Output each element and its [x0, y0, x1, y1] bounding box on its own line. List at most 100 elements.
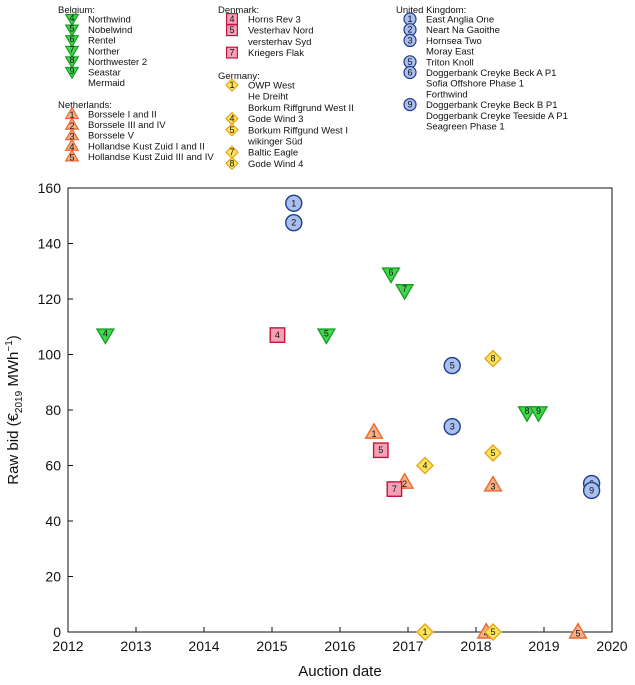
- legend-marker-label: 5: [407, 57, 412, 67]
- y-tick-label: 0: [53, 624, 61, 640]
- legend-entry: Gode Wind 4: [248, 159, 303, 170]
- data-point: 5: [484, 444, 502, 463]
- legend-marker-label: 1: [407, 14, 412, 24]
- data-point: 9: [528, 406, 549, 423]
- data-point: 4: [95, 328, 116, 345]
- legend-heading: Belgium:: [58, 5, 95, 16]
- data-point-label: 5: [490, 448, 495, 458]
- legend-marker: 7: [226, 46, 239, 59]
- data-point-label: 1: [371, 429, 376, 439]
- data-point: 4: [269, 327, 286, 343]
- legend-marker-label: 1: [229, 80, 234, 90]
- data-point: 5: [484, 623, 502, 641]
- legend-marker-label: 4: [69, 142, 74, 152]
- data-point-label: 7: [402, 284, 407, 294]
- legend-marker: 4: [64, 13, 80, 27]
- legend-entry: Kriegers Flak: [248, 48, 304, 59]
- x-axis-label: Auction date: [298, 663, 381, 680]
- y-tick-label: 140: [38, 236, 62, 252]
- legend-marker: 9: [403, 97, 417, 112]
- y-tick-label: 40: [45, 513, 61, 529]
- data-point-label: 9: [536, 406, 541, 416]
- data-point-label: 5: [575, 629, 580, 639]
- y-tick-label: 100: [38, 347, 62, 363]
- data-point-label: 2: [402, 479, 407, 489]
- data-point: 7: [386, 481, 403, 497]
- legend-entry: Northwester 2: [88, 57, 147, 68]
- x-ticks: 2012 2013 2014 2015 2016 2017 2018 2019 2020: [52, 627, 628, 654]
- legend-marker: 1: [225, 78, 239, 92]
- legend-entry: Hornsea Two: [426, 36, 482, 47]
- y-axis-label: Raw bid (€2019 MWh−1): [4, 335, 25, 485]
- legend-entry: Baltic Eagle: [248, 148, 298, 159]
- data-point-label: 4: [275, 330, 280, 340]
- legend-marker-label: 4: [229, 14, 234, 24]
- legend-entry: Doggerbank Creyke Beck B P1: [426, 100, 557, 111]
- axes: 2012 2013 2014 2015 2016 2017 2018 2019 2020 020…: [4, 180, 628, 680]
- legend-entry: Borkum Riffgund West I: [248, 125, 348, 136]
- legend-entry: He Dreiht: [248, 92, 288, 103]
- legend-entry: Forthwind: [426, 89, 468, 100]
- legend-marker-label: 9: [407, 100, 412, 110]
- legend-group: Netherlands:1 Borssele I and II 2 Borssele …: [58, 100, 214, 163]
- legend-entry: Northwind: [88, 15, 131, 26]
- data-point-label: 6: [388, 267, 393, 277]
- data-point-label: 4: [422, 461, 427, 471]
- legend-entry: Horns Rev 3: [248, 15, 301, 26]
- legend-entry: Doggerbank Creyke Beck A P1: [426, 68, 556, 79]
- x-tick-label: 2015: [256, 638, 287, 654]
- legend-marker-label: 4: [69, 13, 74, 23]
- y-tick-label: 160: [38, 180, 62, 196]
- x-tick-label: 2014: [188, 638, 219, 654]
- legend-entry: versterhav Syd: [248, 37, 311, 48]
- y-tick-label: 120: [38, 291, 62, 307]
- data-point: 6: [381, 267, 401, 284]
- legend-entry: Rentel: [88, 36, 115, 47]
- data-point: 5: [443, 356, 461, 375]
- legend-entry: Borssele I and II: [88, 110, 157, 121]
- legend-entry: Hollandse Kust Zuid I and II: [88, 141, 205, 152]
- legend-entry: OWP West: [248, 81, 295, 92]
- legend-marker: 8: [64, 55, 80, 69]
- legend-marker-label: 3: [407, 35, 412, 45]
- data-point-label: 1: [291, 198, 296, 208]
- legend-entry: Vesterhav Nord: [248, 26, 313, 37]
- legend-heading: Netherlands:: [58, 100, 112, 111]
- data-point-label: 8: [490, 354, 495, 364]
- legend-entry: Norther: [88, 46, 120, 57]
- legend-marker-label: 4: [229, 114, 234, 124]
- legend-marker-label: 2: [407, 25, 412, 35]
- legend-marker-label: 6: [407, 68, 412, 78]
- legend-entry: Hollandse Kust Zuid III and IV: [88, 152, 214, 163]
- data-point: 7: [394, 283, 415, 301]
- y-tick-label: 20: [45, 569, 61, 585]
- data-point-label: 3: [450, 422, 455, 432]
- legend-marker-label: 5: [229, 25, 234, 35]
- data-point: 1: [285, 194, 303, 212]
- y-tick-label: 80: [45, 402, 61, 418]
- legend-marker: 5: [225, 122, 239, 137]
- legend-marker-label: 7: [69, 45, 74, 55]
- legend-entry: Doggerbank Creyke Teeside A P1: [426, 111, 568, 122]
- legend-marker: 8: [225, 156, 239, 171]
- legend-entry: Triton Knoll: [426, 57, 474, 68]
- x-tick-label: 2016: [324, 638, 355, 654]
- data-point: 8: [517, 406, 537, 423]
- data-point: 4: [416, 456, 434, 475]
- data-point-label: 4: [103, 328, 108, 338]
- y-tick-label: 60: [45, 458, 61, 474]
- data-point-label: 2: [291, 218, 296, 228]
- legend-marker-label: 7: [229, 48, 234, 58]
- legend-heading: Germany:: [218, 71, 260, 82]
- legend-entry: Gode Wind 3: [248, 114, 303, 125]
- data-point: 5: [372, 442, 389, 459]
- x-tick-label: 2018: [460, 638, 491, 654]
- x-tick-label: 2017: [392, 638, 423, 654]
- legend-marker: 9: [64, 66, 80, 80]
- legend-entry: Sofia Offshore Phase 1: [426, 79, 524, 90]
- legend-entry: Mermaid: [88, 78, 125, 89]
- data-point-label: 5: [450, 361, 455, 371]
- legend-entry: Borssele III and IV: [88, 120, 166, 131]
- legend-marker: 6: [64, 34, 80, 48]
